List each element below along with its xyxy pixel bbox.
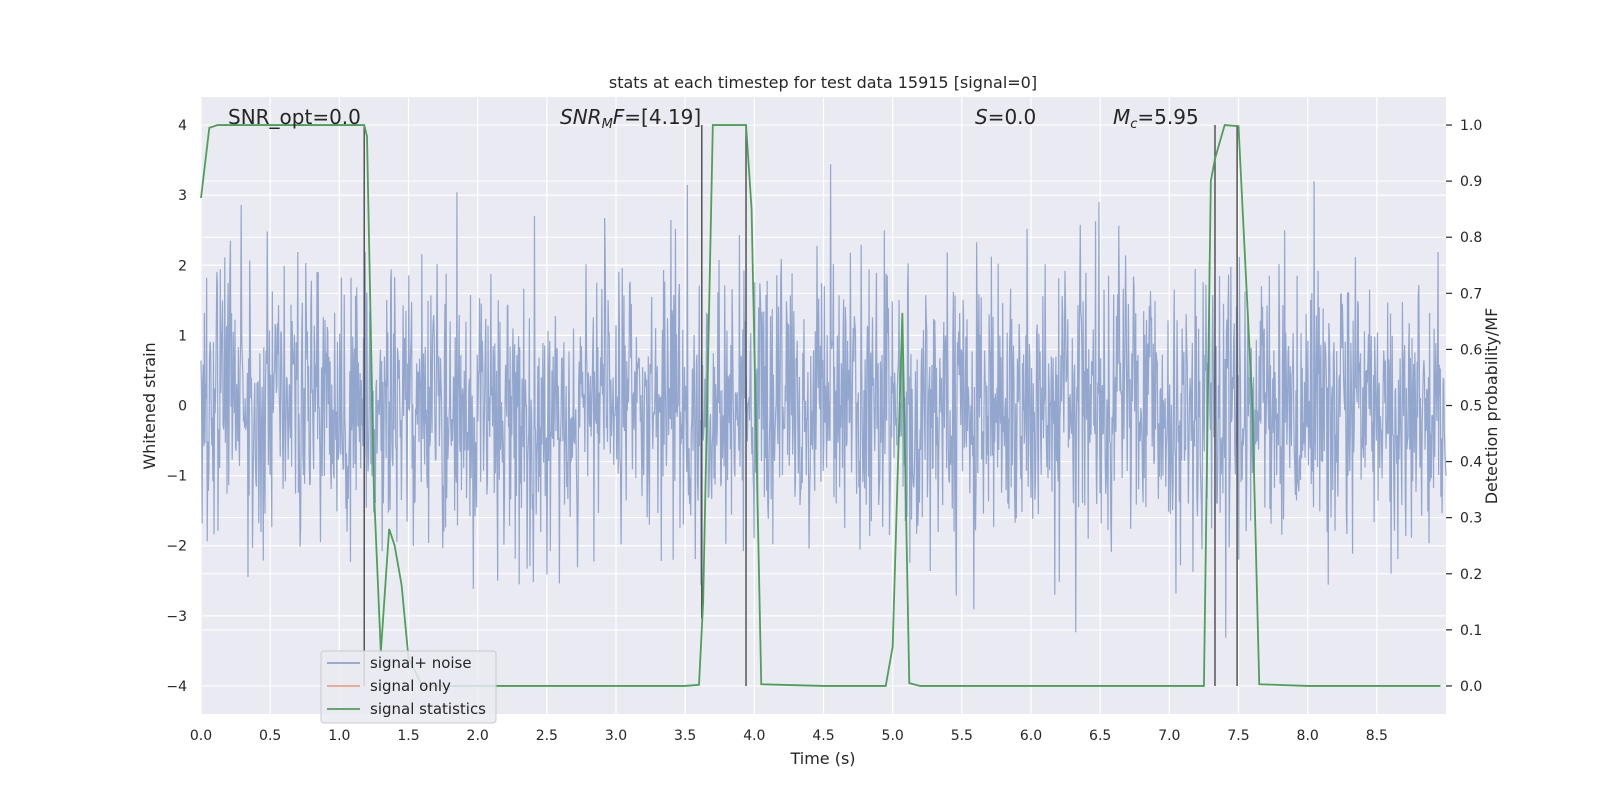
- annotation-mc: Mc=5.95: [1113, 105, 1199, 132]
- y-right-tick-label-3: 0.3: [1460, 511, 1482, 527]
- legend-label-signal-only: signal only: [370, 677, 451, 695]
- y-tick-label-5: 1: [178, 328, 187, 344]
- y-ticks-left: −4 −3 −2 −1 0 1 2 3 4: [166, 118, 187, 695]
- x-tick-label-12: 6.0: [1020, 728, 1042, 744]
- y-tick-label-2: −2: [166, 539, 187, 555]
- signal-statistics-line: [200, 124, 1441, 687]
- annotation-snr-opt: SNR_opt=0.0: [228, 105, 361, 129]
- legend-label-signal-noise: signal+ noise: [370, 654, 472, 672]
- y-right-tick-label-7: 0.7: [1460, 286, 1482, 302]
- x-tick-label-4: 2.0: [467, 728, 489, 744]
- x-tick-label-17: 8.5: [1366, 728, 1388, 744]
- annotation-snr-mf-base: SNR: [560, 105, 602, 129]
- legend: signal+ noise signal only signal statist…: [320, 650, 497, 724]
- vertical-markers: [363, 125, 1238, 686]
- series-signal-noise: [200, 164, 1447, 638]
- y-tick-label-0: −4: [166, 679, 187, 695]
- x-tick-label-16: 8.0: [1297, 728, 1319, 744]
- y-axis-label-left: Whitened strain: [140, 342, 159, 469]
- x-tick-label-13: 6.5: [1089, 728, 1111, 744]
- x-tick-label-15: 7.5: [1227, 728, 1249, 744]
- x-tick-label-5: 2.5: [536, 728, 558, 744]
- y-right-tick-label-0: 0.0: [1460, 679, 1482, 695]
- chart-title: stats at each timestep for test data 159…: [609, 73, 1037, 92]
- y-tick-label-6: 2: [178, 258, 187, 274]
- series-signal-statistics: [200, 124, 1441, 687]
- x-tick-label-6: 3.0: [605, 728, 627, 744]
- annotation-mc-base: M: [1113, 105, 1130, 129]
- y-right-tick-label-10: 1.0: [1460, 118, 1482, 134]
- x-tick-label-10: 5.0: [882, 728, 904, 744]
- x-tick-label-11: 5.5: [951, 728, 973, 744]
- y-ticks-right: 0.0 0.1 0.2 0.3 0.4 0.5 0.6 0.7 0.8 0.9 1.0: [1446, 118, 1482, 695]
- y-right-tick-label-4: 0.4: [1460, 455, 1482, 471]
- annotation-snr-mf-rest: =[4.19]: [624, 105, 701, 129]
- y-axis-label-right: Detection probability/MF: [1482, 308, 1501, 505]
- x-tick-label-3: 1.5: [397, 728, 419, 744]
- y-right-tick-label-1: 0.1: [1460, 623, 1482, 639]
- x-tick-label-9: 4.5: [812, 728, 834, 744]
- y-tick-label-4: 0: [178, 399, 187, 415]
- legend-label-signal-statistics: signal statistics: [370, 700, 486, 718]
- x-tick-label-14: 7.0: [1158, 728, 1180, 744]
- x-ticks: 0.0 0.5 1.0 1.5 2.0 2.5 3.0 3.5 4.0 4.5 5.0 5.5 6.0 6…: [190, 728, 1388, 744]
- annotation-s-rest: =0.0: [988, 105, 1037, 129]
- y-tick-label-3: −1: [166, 469, 187, 485]
- x-tick-label-0: 0.0: [190, 728, 212, 744]
- annotation-snr-mf-rest-f: F: [613, 105, 625, 129]
- annotation-s: S=0.0: [975, 105, 1036, 129]
- y-right-tick-label-9: 0.9: [1460, 174, 1482, 190]
- y-right-tick-label-5: 0.5: [1460, 399, 1482, 415]
- signal-noise-line: [200, 164, 1447, 638]
- y-tick-label-1: −3: [166, 609, 187, 625]
- x-tick-label-7: 3.5: [674, 728, 696, 744]
- x-tick-label-1: 0.5: [259, 728, 281, 744]
- y-right-tick-label-2: 0.2: [1460, 567, 1482, 583]
- annotation-mc-rest: =5.95: [1137, 105, 1198, 129]
- annotation-snr-mf: SNRMF=[4.19]: [560, 105, 701, 132]
- annotation-mc-sub: c: [1130, 117, 1137, 132]
- y-tick-label-8: 4: [178, 118, 187, 134]
- y-right-tick-label-8: 0.8: [1460, 230, 1482, 246]
- x-axis-label: Time (s): [789, 749, 855, 768]
- annotation-snr-mf-sub: M: [602, 117, 613, 132]
- y-tick-label-7: 3: [178, 188, 187, 204]
- x-tick-label-2: 1.0: [328, 728, 350, 744]
- annotation-s-italic: S: [975, 105, 988, 129]
- legend-box: [320, 650, 497, 724]
- y-right-tick-label-6: 0.6: [1460, 342, 1482, 358]
- x-tick-label-8: 4.0: [743, 728, 765, 744]
